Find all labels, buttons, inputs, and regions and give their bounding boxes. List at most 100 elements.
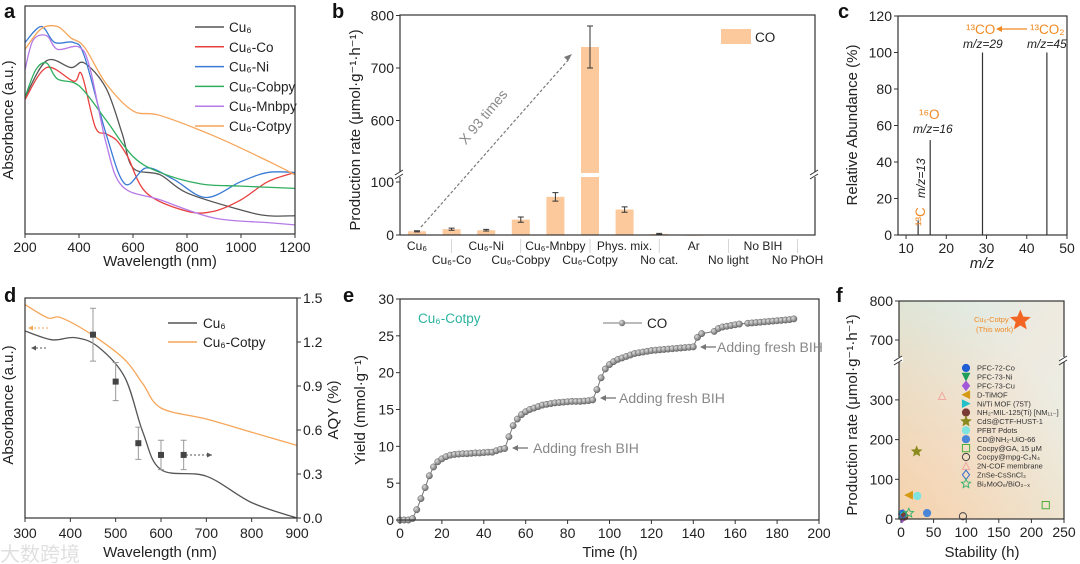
x-tick-label: 0 [897, 524, 905, 540]
panel-label: c [838, 1, 849, 23]
legend-label: PFC-73-Cu [977, 382, 1015, 391]
x-axis-label: Time (h) [582, 544, 637, 561]
y-tick-label: 20 [876, 191, 892, 207]
y-tick-label: 300 [870, 392, 894, 408]
y-axis-label: Production rate (μmol·g⁻¹·h⁻¹) [347, 29, 364, 230]
legend-marker [960, 477, 972, 489]
data-point [913, 491, 922, 501]
x-tick-label: 200 [13, 239, 37, 255]
legend-label: CO [647, 316, 667, 331]
legend-label: Cu₆-Ni [229, 60, 269, 75]
series-line [24, 58, 296, 217]
annotation-16o: ¹⁶O [919, 107, 940, 122]
x-tick-label: Cu₆-Mnbpy [525, 239, 585, 253]
x-tick-label: 160 [724, 525, 748, 541]
x-tick-label: No cat. [640, 253, 678, 267]
x-tick-label: No light [708, 253, 749, 267]
yield-point [589, 396, 597, 404]
series-line [24, 304, 298, 447]
y-tick-label: 800 [371, 8, 395, 24]
yield-point [430, 463, 437, 471]
x-tick-label: 400 [59, 525, 83, 541]
aqy-point [180, 451, 187, 458]
y-tick-label: 100 [870, 471, 894, 487]
arrow-head [512, 445, 518, 451]
legend-label: NH₂-MIL-125(Ti) [NM₁₁₋] [977, 408, 1059, 417]
y-tick-label: 25 [378, 328, 394, 344]
y-tick-label: 5 [386, 475, 394, 491]
x-tick-label: 800 [175, 239, 199, 255]
series-line [24, 66, 296, 214]
x-tick-label: 300 [13, 525, 37, 541]
yield-point [593, 386, 601, 394]
panel-label: a [4, 1, 16, 23]
y-tick-label: 100 [869, 45, 893, 61]
y-tick-label: 1.2 [303, 334, 323, 350]
y-tick-label: 600 [371, 113, 395, 129]
x-tick-label: 1000 [225, 239, 256, 255]
x-tick-label: 40 [1019, 240, 1035, 256]
x-tick-label: Cu₆ [407, 239, 427, 253]
x-tick-label: Cu₆-Co [432, 253, 472, 267]
data-point [1041, 501, 1050, 510]
x-tick-label: 140 [682, 525, 706, 541]
y-tick-label: 80 [876, 81, 892, 97]
x-tick-label: 1200 [279, 239, 310, 255]
error-bar [621, 206, 628, 213]
x-tick-label: 200 [807, 525, 831, 541]
y-tick-label: 60 [876, 118, 892, 134]
legend-label: Cu₆ [229, 20, 252, 35]
axis-break-gap [396, 172, 404, 177]
annotation-13c: ¹³C [913, 207, 928, 226]
y-tick-label: 200 [870, 432, 894, 448]
x-tick-label: 250 [1052, 524, 1076, 540]
panel-label: e [343, 285, 354, 307]
y-tick-label: 120 [869, 8, 893, 24]
series-line [24, 25, 296, 199]
y-tick-label: 0 [386, 227, 394, 243]
panel-label: d [4, 285, 16, 307]
highlight-label: Cu₆-Cotpy [974, 315, 1009, 324]
bar [546, 196, 565, 235]
x-tick-label: 200 [1020, 524, 1044, 540]
x-tick-label: 800 [240, 525, 264, 541]
legend-label: Ni/Ti MOF (75T) [977, 399, 1031, 408]
x-tick-label: 80 [560, 525, 576, 541]
x-tick-label: 900 [285, 525, 309, 541]
plot-area-f [898, 300, 1065, 520]
arrow-head [207, 452, 212, 458]
yield-point [601, 365, 609, 373]
yield-point [698, 330, 706, 338]
axis-break-gap [1060, 357, 1068, 362]
x-tick-label: Phys. mix. [597, 239, 652, 253]
error-bar [414, 230, 420, 233]
x-tick-label: 20 [434, 525, 450, 541]
x-tick-label: 400 [67, 239, 91, 255]
annotation-adding-bih: Adding fresh BIH [533, 440, 639, 456]
x-tick-label: 100 [955, 524, 979, 540]
y-tick-label: 40 [876, 154, 892, 170]
legend-label: ZnSe-CsSnCl₃ [977, 471, 1026, 480]
bar [477, 230, 496, 235]
annotation-adding-bih: Adding fresh BIH [619, 390, 725, 406]
yield-point [509, 422, 517, 430]
series-line [24, 24, 296, 176]
axis-break-mark [1058, 355, 1068, 366]
legend-label: PFC-73-Ni [977, 373, 1013, 382]
error-bar [587, 25, 593, 69]
x-tick-label: 0 [396, 525, 404, 541]
legend-label: CdS@CTF-HUST-1 [977, 417, 1043, 426]
trend-arrow [420, 57, 571, 228]
yield-point [735, 320, 743, 328]
x-tick-label: 60 [518, 525, 534, 541]
legend-marker [961, 452, 971, 462]
y-tick-label: 100 [371, 174, 395, 190]
error-bar [517, 216, 524, 223]
legend-label: PFC-72-Co [977, 364, 1015, 373]
aqy-point [158, 451, 164, 458]
plot-area-a [24, 5, 296, 235]
legend-label: CD@NH₂-UiO-66 [977, 435, 1035, 444]
arrow-head [600, 395, 606, 401]
error-bar [448, 227, 455, 231]
